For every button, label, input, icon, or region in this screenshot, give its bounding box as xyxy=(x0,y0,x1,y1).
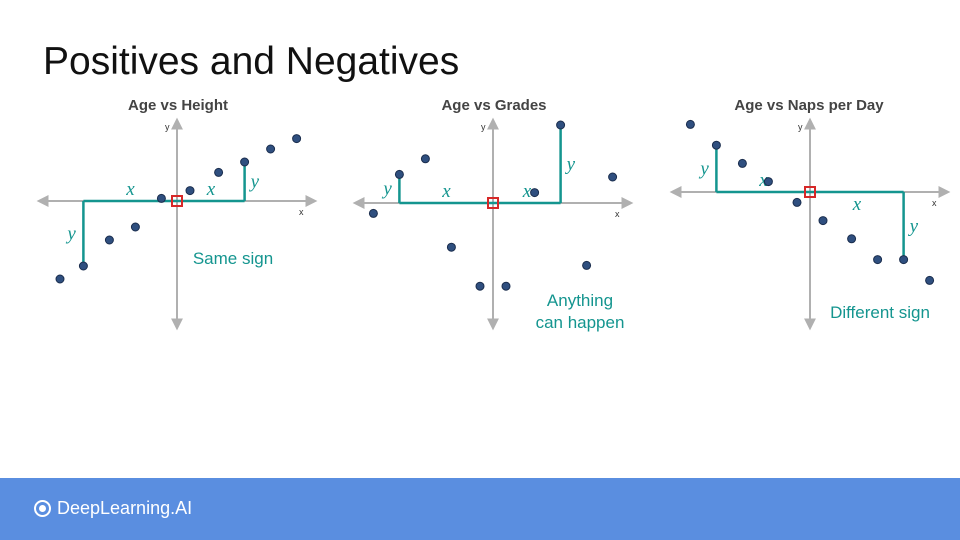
x-deviation-label: x xyxy=(852,194,862,215)
origin-marker xyxy=(487,197,499,209)
data-point xyxy=(873,255,883,265)
chart-age-vs-naps-per-day: Age vs Naps per Day x y x y x y Different sign xyxy=(659,92,959,342)
x-deviation-label: x xyxy=(441,181,451,202)
data-point xyxy=(899,255,909,265)
deeplearning-logo-icon xyxy=(34,500,51,517)
origin-marker xyxy=(171,195,183,207)
data-point xyxy=(368,208,378,218)
data-point xyxy=(501,281,511,291)
origin-marker xyxy=(804,186,816,198)
annotation-text: Same sign xyxy=(193,249,273,268)
data-point xyxy=(608,172,618,182)
data-point xyxy=(530,188,540,198)
y-deviation-label: y xyxy=(565,154,576,175)
chart-title: Age vs Grades xyxy=(441,97,547,114)
brand-name: DeepLearning.AI xyxy=(57,498,193,518)
data-point xyxy=(711,140,721,150)
x-deviation-label: x xyxy=(206,179,216,200)
brand: DeepLearning.AI xyxy=(34,498,192,519)
data-point xyxy=(446,242,456,252)
data-point xyxy=(475,281,485,291)
x-deviation-label: x xyxy=(125,179,135,200)
scatter-plot: x y x y x y Anything can happen xyxy=(352,117,634,332)
x-axis-label: x xyxy=(615,209,620,219)
data-point xyxy=(104,235,114,245)
data-point xyxy=(556,120,566,130)
y-deviation-label: y xyxy=(65,224,76,245)
data-point xyxy=(292,134,302,144)
data-point xyxy=(818,216,828,226)
data-point xyxy=(582,260,592,270)
data-point xyxy=(394,169,404,179)
y-deviation-label: y xyxy=(698,159,709,180)
annotation-text: Anything xyxy=(547,291,613,310)
data-point xyxy=(420,154,430,164)
slide-title: Positives and Negatives xyxy=(43,40,460,83)
y-axis-label: y xyxy=(481,122,486,132)
data-point xyxy=(185,186,195,196)
data-point xyxy=(78,261,88,271)
data-point xyxy=(240,157,250,167)
x-axis-label: x xyxy=(299,207,304,217)
x-axis-label: x xyxy=(932,198,937,208)
data-point xyxy=(266,144,276,154)
data-point xyxy=(130,222,140,232)
data-point xyxy=(156,193,166,203)
x-deviation-label: x xyxy=(758,170,768,191)
data-point xyxy=(55,274,65,284)
y-deviation-label: y xyxy=(381,179,392,200)
scatter-plot: x y x y x y Same sign xyxy=(36,117,318,331)
data-point xyxy=(214,167,224,177)
annotation-text: Different sign xyxy=(830,303,930,322)
y-axis-label: y xyxy=(798,122,803,132)
data-point xyxy=(925,275,935,285)
chart-age-vs-height: Age vs Height x y x y x y Same sign xyxy=(28,92,328,342)
footer-bar: DeepLearning.AI xyxy=(0,478,960,540)
chart-title: Age vs Height xyxy=(127,97,229,114)
data-point xyxy=(763,177,773,187)
scatter-plot: x y x y x y Different sign xyxy=(669,117,951,331)
y-axis-label: y xyxy=(165,122,170,132)
annotation-text: can happen xyxy=(536,313,625,332)
y-deviation-label: y xyxy=(908,216,919,237)
x-deviation-label: x xyxy=(522,181,532,202)
data-point xyxy=(737,158,747,168)
chart-title: Age vs Naps per Day xyxy=(734,97,884,114)
y-deviation-label: y xyxy=(249,172,260,193)
data-point xyxy=(792,197,802,207)
chart-age-vs-grades: Age vs Grades x y x y x y Anything can happen xyxy=(344,92,644,342)
data-point xyxy=(685,119,695,129)
data-point xyxy=(847,234,857,244)
